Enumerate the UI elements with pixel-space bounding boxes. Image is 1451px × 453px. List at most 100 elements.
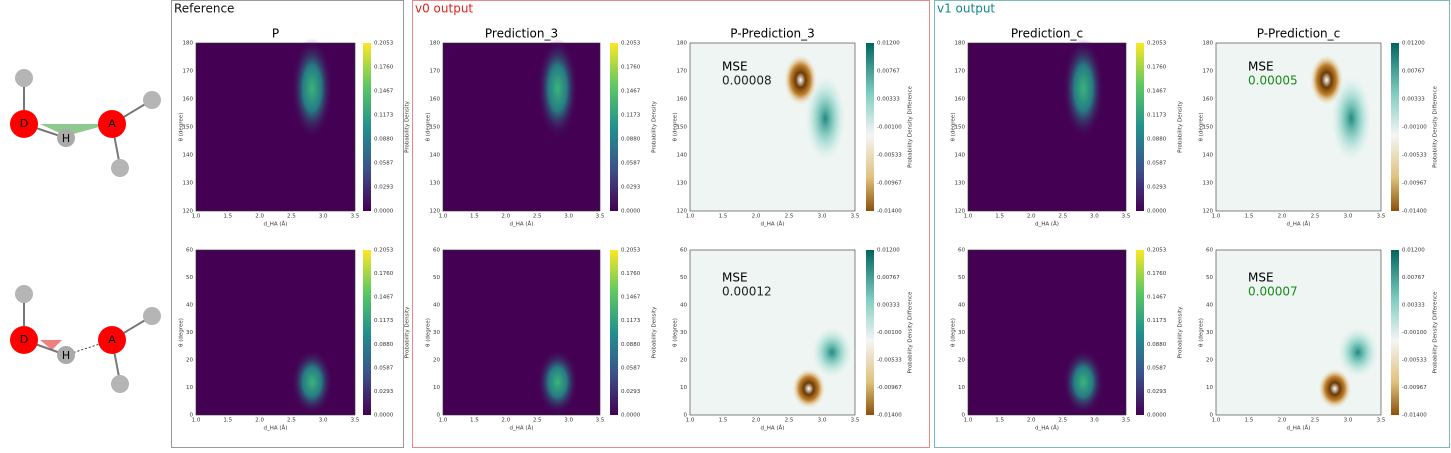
y-tick-label: 10 [680,385,687,391]
colorbar [610,250,618,415]
colorbar-tick: 0.01200 [1402,41,1425,47]
x-tick-label: 3.0 [564,214,573,220]
colorbar-tick: -0.00100 [1402,330,1427,336]
colorbar-label: Probability Density Difference [908,291,914,373]
x-tick-label: 3.0 [1090,418,1099,424]
y-tick-label: 180 [183,41,194,47]
x-tick-label: 2.5 [1058,418,1067,424]
molecule: D H A [10,285,161,393]
x-tick-label: 1.0 [686,214,695,220]
heatmap-bg [196,43,355,211]
colorbar-tick: 0.0293 [1147,389,1167,395]
x-tick-label: 2.5 [533,418,542,424]
y-tick-label: 60 [958,248,965,254]
colorbar-tick: -0.00967 [877,385,902,391]
x-axis-label: d_HA (Å) [1287,221,1311,228]
y-axis-label: θ (degree) [951,113,957,142]
y-axis-label: θ (degree) [673,113,679,142]
x-tick-label: 1.0 [439,418,448,424]
panel-title: P-Prediction_c [1257,27,1341,41]
colorbar [866,250,874,415]
colorbar-tick: 0.0000 [374,413,394,419]
plot-frame [1215,42,1382,212]
colorbar-tick: -0.01400 [877,413,902,419]
colorbar-tick: 0.01200 [1402,248,1425,254]
y-tick-label: 150 [1203,125,1214,131]
colorbar-label: Probability Density Difference [1433,85,1439,167]
colorbar-tick: 0.1173 [374,318,394,324]
x-axis-label: d_HA (Å) [1035,221,1059,228]
y-tick-label: 0 [437,413,441,419]
colorbar-tick: -0.00533 [877,153,902,159]
x-tick-label: 3.5 [1377,418,1386,424]
x-tick-label: 2.5 [287,418,296,424]
x-tick-label: 2.0 [255,418,264,424]
atom-label: A [108,333,116,346]
y-tick-label: 50 [1206,275,1213,281]
colorbar-tick: -0.00533 [1402,153,1427,159]
x-tick-label: 3.0 [319,418,328,424]
colorbar [610,43,618,211]
colorbar-tick: 0.0880 [374,342,394,348]
y-tick-label: 0 [1210,413,1214,419]
diff-blob [1318,368,1352,409]
colorbar-tick: 0.00767 [877,69,900,75]
x-tick-label: 3.5 [351,214,360,220]
x-tick-label: 3.5 [1377,214,1386,220]
colorbar-tick: 0.0293 [374,185,394,191]
x-tick-label: 2.0 [1278,418,1287,424]
colorbar [363,43,371,211]
y-tick-label: 60 [186,248,193,254]
x-tick-label: 3.0 [564,418,573,424]
colorbar-tick: 0.1467 [374,89,394,95]
density-blob [1062,349,1104,415]
colorbar-tick: 0.00333 [1402,97,1425,103]
x-tick-label: 3.0 [1090,214,1099,220]
x-tick-label: 1.0 [439,214,448,220]
colorbar [363,250,371,415]
colorbar-tick: 0.0293 [374,389,394,395]
colorbar-tick: 0.0587 [621,161,641,167]
x-tick-label: 1.0 [964,418,973,424]
x-axis-label: d_HA (Å) [1035,425,1059,432]
y-tick-label: 160 [183,97,194,103]
x-tick-label: 2.0 [1027,214,1036,220]
colorbar-tick: 0.2053 [621,41,641,47]
y-tick-label: 0 [962,413,966,419]
x-tick-label: 2.0 [752,418,761,424]
x-tick-label: 1.5 [223,214,232,220]
panel-title: P [272,27,279,41]
x-axis-label: d_HA (Å) [264,221,288,228]
colorbar-tick: -0.01400 [877,209,902,215]
y-tick-label: 170 [430,69,441,75]
density-blob [537,37,579,139]
y-axis-label: θ (degree) [426,318,432,347]
colorbar-tick: 0.00767 [1402,69,1425,75]
x-tick-label: 2.0 [1278,214,1287,220]
y-tick-label: 140 [677,153,688,159]
colorbar-label: Probability Density [405,306,411,358]
y-axis-label: θ (degree) [1199,318,1205,347]
colorbar-label: Probability Density [405,100,411,152]
y-tick-label: 130 [430,181,441,187]
colorbar-tick: -0.00100 [877,125,902,131]
x-tick-label: 1.0 [192,418,201,424]
density-blob [291,349,333,415]
v1-box [934,0,1450,448]
plot-frame [689,249,856,416]
density-blob [291,37,333,139]
y-tick-label: 120 [430,209,441,215]
x-axis-label: d_HA (Å) [510,425,534,432]
x-tick-label: 3.5 [1122,418,1131,424]
reference-box [171,0,404,448]
plot-frame [195,42,356,212]
y-tick-label: 120 [183,209,194,215]
atom-label: D [20,333,28,346]
y-axis-label: θ (degree) [179,318,185,347]
x-tick-label: 1.5 [470,214,479,220]
x-axis-label: d_HA (Å) [264,425,288,432]
y-tick-label: 20 [433,358,440,364]
y-tick-label: 140 [430,153,441,159]
x-tick-label: 1.0 [964,214,973,220]
colorbar-tick: 0.1760 [621,271,641,277]
